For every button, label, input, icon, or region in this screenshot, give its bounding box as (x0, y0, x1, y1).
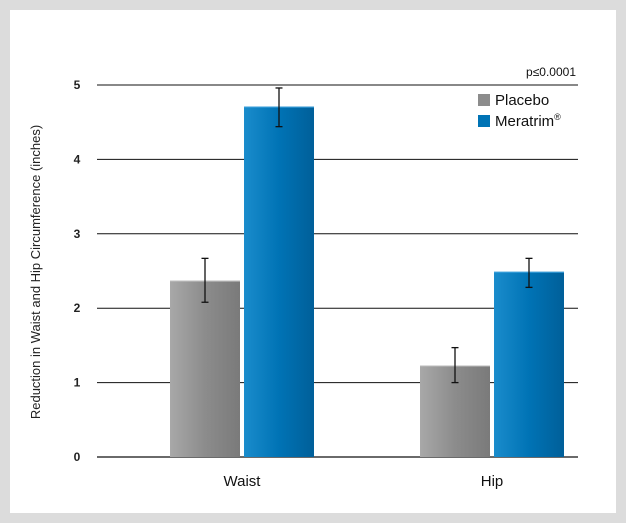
x-tick-label-waist: Waist (224, 473, 262, 490)
y-tick-label-1: 1 (74, 376, 81, 390)
y-tick-label-2: 2 (74, 301, 81, 315)
y-axis-label: Reduction in Waist and Hip Circumference… (28, 125, 43, 419)
error-bar-placebo-hip (451, 346, 459, 384)
legend-item-meratrim: Meratrim® (478, 112, 561, 130)
y-tick-label-3: 3 (74, 227, 81, 241)
error-bar-placebo-waist (201, 257, 209, 303)
y-tick-label-4: 4 (74, 152, 81, 166)
legend-item-placebo: Placebo (478, 92, 549, 109)
bar-meratrim-hip (494, 271, 564, 457)
y-tick-label-5: 5 (74, 78, 81, 92)
bar-chart: 0 1 2 3 4 5 Waist Hip Reduction in Waist and Hi… (28, 65, 578, 490)
legend: Placebo Meratrim® (478, 92, 561, 130)
p-value-annotation: p≤0.0001 (526, 65, 576, 79)
bar-placebo-waist (170, 280, 240, 457)
legend-label: Placebo (495, 92, 549, 109)
error-bar-meratrim-waist (275, 87, 283, 128)
y-tick-label-0: 0 (74, 450, 81, 464)
legend-swatch (478, 94, 490, 106)
bar-meratrim-waist (244, 106, 314, 458)
legend-label: Meratrim® (495, 112, 561, 130)
error-bar-meratrim-hip (525, 257, 533, 289)
legend-swatch (478, 115, 490, 127)
x-tick-label-hip: Hip (481, 473, 504, 490)
chart-frame: 0 1 2 3 4 5 Waist Hip Reduction in Waist and Hi… (10, 10, 616, 513)
